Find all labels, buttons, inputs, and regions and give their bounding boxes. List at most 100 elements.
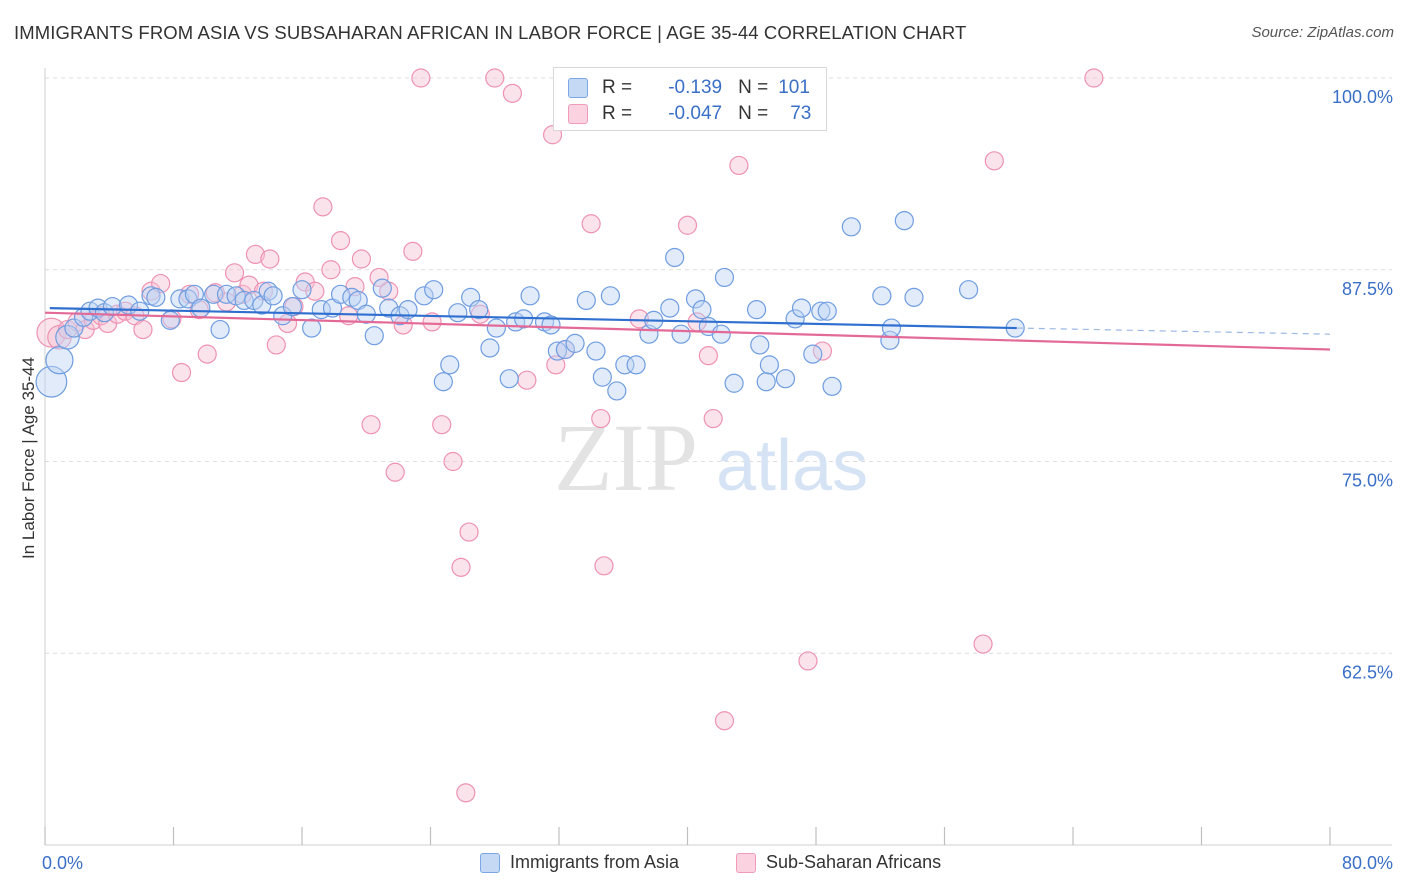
africa-point-51 <box>485 68 505 88</box>
africa-point-58 <box>581 214 601 234</box>
africa-point-65 <box>703 408 723 429</box>
asia-point-57 <box>547 341 567 361</box>
asia-point-17 <box>191 298 211 318</box>
tick-labels: 62.5% 75.0% 87.5% 100.0% 0.0% 80.0% <box>42 87 1393 873</box>
asia-point-61 <box>586 341 606 361</box>
africa-point-64 <box>698 346 718 366</box>
x-tick-label-0: 0.0% <box>42 853 83 873</box>
africa-point-70 <box>973 634 993 654</box>
asia-point-60 <box>576 290 596 311</box>
y-axis-label: In Labor Force | Age 35-44 <box>19 357 38 559</box>
axes <box>44 68 1392 846</box>
y-tick-label-2: 87.5% <box>1342 279 1393 299</box>
asia-point-54 <box>520 286 540 306</box>
asia-point-3 <box>64 318 84 338</box>
grid-lines <box>45 77 1392 654</box>
asia-point-65 <box>615 355 635 375</box>
trend-lines <box>44 307 1331 351</box>
legend-item-africa[interactable]: Sub-Saharan Africans <box>736 852 941 873</box>
asia-point-8 <box>102 296 123 317</box>
asia-point-69 <box>660 298 680 318</box>
africa-point-55 <box>546 355 566 375</box>
africa-point-71 <box>984 151 1004 171</box>
asia-point-76 <box>714 267 735 288</box>
legend-item-asia[interactable]: Immigrants from Asia <box>480 852 679 873</box>
africa-point-38 <box>361 415 381 435</box>
africa-point-24 <box>245 244 266 265</box>
n-label: N = <box>738 77 769 98</box>
asia-point-28 <box>282 296 302 317</box>
africa-point-62 <box>677 215 698 235</box>
asia-point-41 <box>398 300 418 320</box>
asia-point-48 <box>469 300 489 320</box>
africa-point-11 <box>133 319 153 340</box>
asia-point-19 <box>210 319 230 340</box>
stats-row-africa: R = -0.047 N = 73 <box>568 102 811 126</box>
asia-point-78 <box>746 300 767 320</box>
series-africa-points <box>36 68 1104 803</box>
asia-point-2 <box>55 324 80 350</box>
asia-point-14 <box>170 289 190 309</box>
africa-point-15 <box>171 362 192 383</box>
y-tick-label-0: 62.5% <box>1342 662 1393 682</box>
asia-point-88 <box>822 376 842 396</box>
asia-point-12 <box>146 287 166 307</box>
africa-point-18 <box>197 344 217 364</box>
africa-point-53 <box>517 370 537 390</box>
africa-point-47 <box>443 451 463 472</box>
asia-point-45 <box>440 355 460 375</box>
asia-point-46 <box>448 303 468 323</box>
legend-label-africa: Sub-Saharan Africans <box>766 852 942 872</box>
africa-point-41 <box>385 462 405 482</box>
asia-point-75 <box>711 324 731 344</box>
n-value: 73 <box>790 103 812 124</box>
africa-point-27 <box>266 335 286 355</box>
africa-point-48 <box>451 557 471 577</box>
asia-trend-extension <box>1016 327 1331 335</box>
source-label: Source: ZipAtlas.com <box>1251 24 1394 41</box>
asia-point-81 <box>759 355 780 375</box>
africa-point-39 <box>369 267 389 288</box>
watermark-zip: ZIP <box>554 404 698 511</box>
asia-point-85 <box>803 344 823 364</box>
y-tick-label-1: 75.0% <box>1342 471 1393 491</box>
watermark-atlas: atlas <box>716 426 868 506</box>
africa-point-44 <box>411 68 431 88</box>
asia-point-33 <box>330 284 351 304</box>
asia-point-63 <box>600 286 621 306</box>
africa-point-60 <box>594 556 614 576</box>
asia-point-49 <box>480 338 500 358</box>
series-asia-points <box>35 211 1025 401</box>
asia-point-82 <box>775 369 796 389</box>
asia-point-64 <box>607 381 627 401</box>
y-tick-label-3: 100.0% <box>1332 87 1393 107</box>
asia-point-80 <box>756 372 776 392</box>
n-label: N = <box>738 103 769 124</box>
africa-point-68 <box>798 651 818 671</box>
x-tick-label-1: 80.0% <box>1342 853 1393 873</box>
asia-point-30 <box>302 318 322 338</box>
asia-point-86 <box>811 301 831 321</box>
africa-point-49 <box>459 522 479 542</box>
asia-point-44 <box>433 372 453 392</box>
africa-swatch-icon <box>568 104 588 124</box>
africa-trend-line <box>44 311 1331 351</box>
africa-point-52 <box>502 83 523 103</box>
africa-point-66 <box>714 711 735 731</box>
africa-point-33 <box>321 260 341 280</box>
africa-point-32 <box>313 197 333 217</box>
africa-point-45 <box>422 312 442 332</box>
africa-point-34 <box>330 231 351 251</box>
africa-point-23 <box>239 275 259 295</box>
africa-point-72 <box>1084 68 1104 88</box>
asia-point-43 <box>424 280 444 300</box>
africa-point-67 <box>729 155 749 176</box>
asia-point-1 <box>45 346 74 375</box>
asia-point-93 <box>894 211 914 231</box>
asia-point-72 <box>685 289 706 309</box>
r-value: -0.047 <box>668 103 723 124</box>
asia-point-13 <box>160 310 180 330</box>
asia-trend-line <box>49 307 1017 330</box>
asia-point-62 <box>592 367 612 387</box>
asia-point-29 <box>292 280 312 300</box>
